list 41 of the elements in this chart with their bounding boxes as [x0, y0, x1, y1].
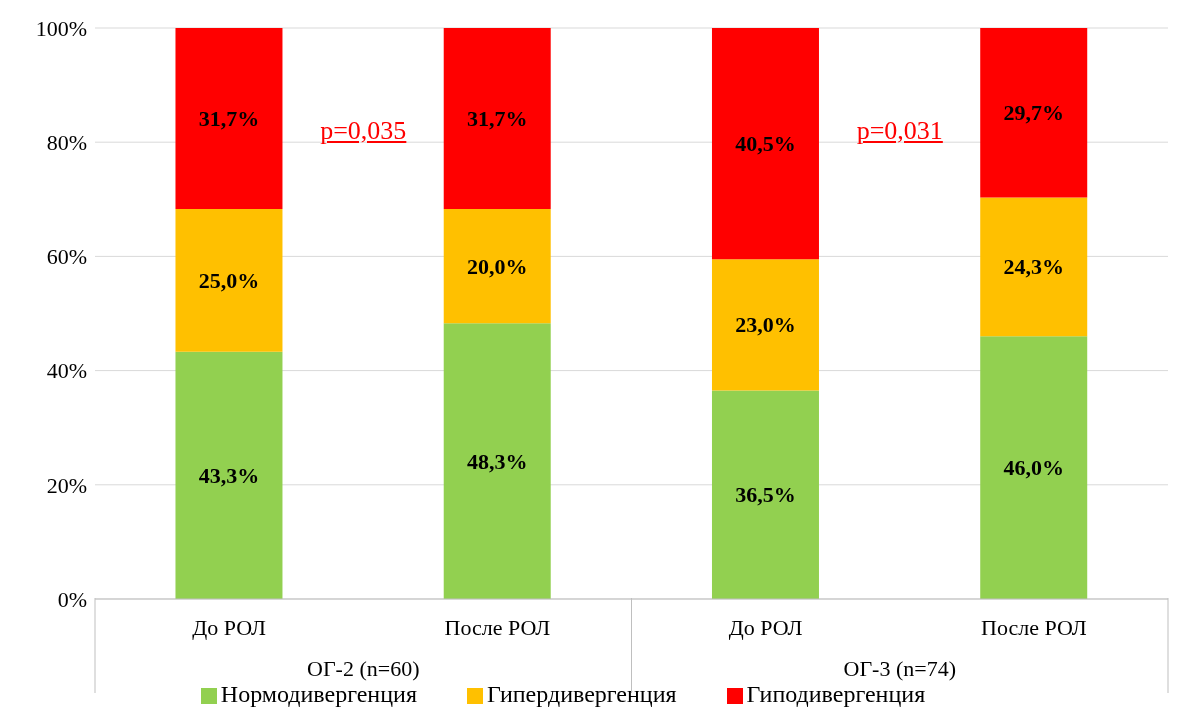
annotation: p=0,031 — [855, 116, 944, 146]
x-tick-label: До РОЛ — [192, 614, 267, 640]
data-label: 31,7% — [198, 106, 260, 131]
x-tick-label: После РОЛ — [444, 614, 551, 640]
data-label: 25,0% — [198, 267, 260, 293]
y-tick-label: 60% — [46, 244, 87, 270]
data-label: 29,7% — [1003, 100, 1064, 126]
bar — [443, 209, 551, 324]
data-label: 46,0% — [1003, 455, 1064, 481]
y-tick-label: 40% — [46, 358, 87, 384]
bar — [711, 259, 819, 391]
bar — [980, 197, 1088, 337]
bar — [711, 390, 819, 599]
data-label: 31,7% — [466, 106, 528, 131]
legend-label: Гипердивергенция — [486, 681, 677, 707]
data-label: 23,0% — [735, 312, 796, 338]
bar — [175, 351, 283, 599]
data-label: 20,0% — [466, 253, 528, 279]
y-tick-label: 0% — [57, 586, 87, 612]
bar — [443, 28, 551, 210]
y-tick-label: 80% — [46, 130, 87, 156]
x-tick-label: После РОЛ — [981, 614, 1087, 640]
y-tick-label: 20% — [46, 472, 87, 498]
data-label: 36,5% — [735, 482, 796, 508]
bar — [443, 323, 551, 599]
x-tick-label: До РОЛ — [728, 614, 803, 640]
data-label: 48,3% — [466, 448, 528, 474]
bar — [175, 28, 283, 210]
data-label: 43,3% — [198, 462, 260, 488]
bar — [980, 336, 1088, 599]
data-label: 40,5% — [735, 131, 796, 157]
text: ОГ-2 (n=60) — [306, 656, 421, 682]
text: ОГ-3 (n=74) — [842, 656, 957, 682]
bar — [711, 28, 819, 260]
legend-label: Нормодивергенция — [220, 681, 417, 707]
legend-label: Гиподивергенция — [746, 681, 926, 707]
y-tick-label: 100% — [35, 15, 87, 41]
data-label: 24,3% — [1003, 254, 1064, 280]
annotation: p=0,035 — [319, 116, 408, 146]
bar — [980, 28, 1088, 198]
bar — [175, 209, 283, 352]
